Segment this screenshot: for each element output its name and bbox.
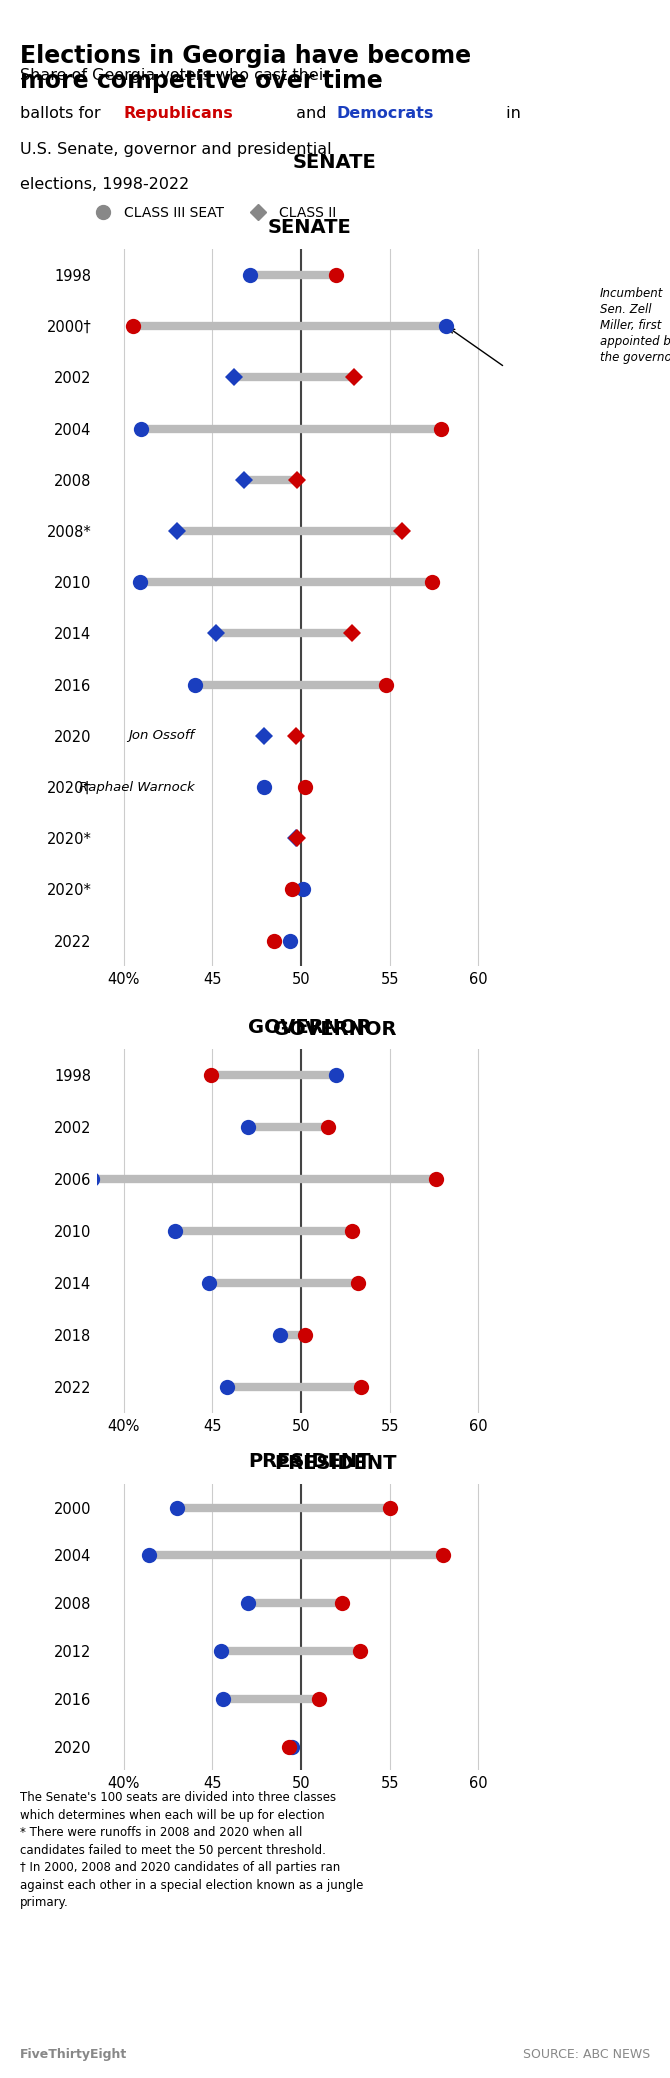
Text: Incumbent
Sen. Zell
Miller, first
appointed by
the governor: Incumbent Sen. Zell Miller, first appoin… [600,287,670,364]
Text: and: and [291,106,332,121]
Text: Democrats: Democrats [336,106,433,121]
Text: Share of Georgia voters who cast their: Share of Georgia voters who cast their [20,69,330,83]
Text: elections, 1998-2022: elections, 1998-2022 [20,177,190,191]
Text: FiveThirtyEight: FiveThirtyEight [20,2049,127,2061]
Title: SENATE: SENATE [268,218,352,237]
Title: GOVERNOR: GOVERNOR [248,1018,372,1037]
Legend: CLASS III SEAT, CLASS II: CLASS III SEAT, CLASS II [83,199,342,227]
Title: PRESIDENT: PRESIDENT [249,1453,371,1471]
Text: U.S. Senate, governor and presidential: U.S. Senate, governor and presidential [20,141,332,158]
Text: GOVERNOR: GOVERNOR [273,1020,397,1039]
Text: The Senate's 100 seats are divided into three classes
which determines when each: The Senate's 100 seats are divided into … [20,1791,364,1910]
Text: more competitve over time: more competitve over time [20,69,383,94]
Text: Republicans: Republicans [124,106,234,121]
Text: PRESIDENT: PRESIDENT [274,1455,396,1473]
Text: Raphael Warnock: Raphael Warnock [79,781,195,794]
Text: SOURCE: ABC NEWS: SOURCE: ABC NEWS [523,2049,650,2061]
Text: ballots for: ballots for [20,106,106,121]
Text: in: in [501,106,521,121]
Text: Jon Ossoff: Jon Ossoff [129,729,195,742]
Text: SENATE: SENATE [293,154,377,172]
Text: Elections in Georgia have become: Elections in Georgia have become [20,44,471,69]
